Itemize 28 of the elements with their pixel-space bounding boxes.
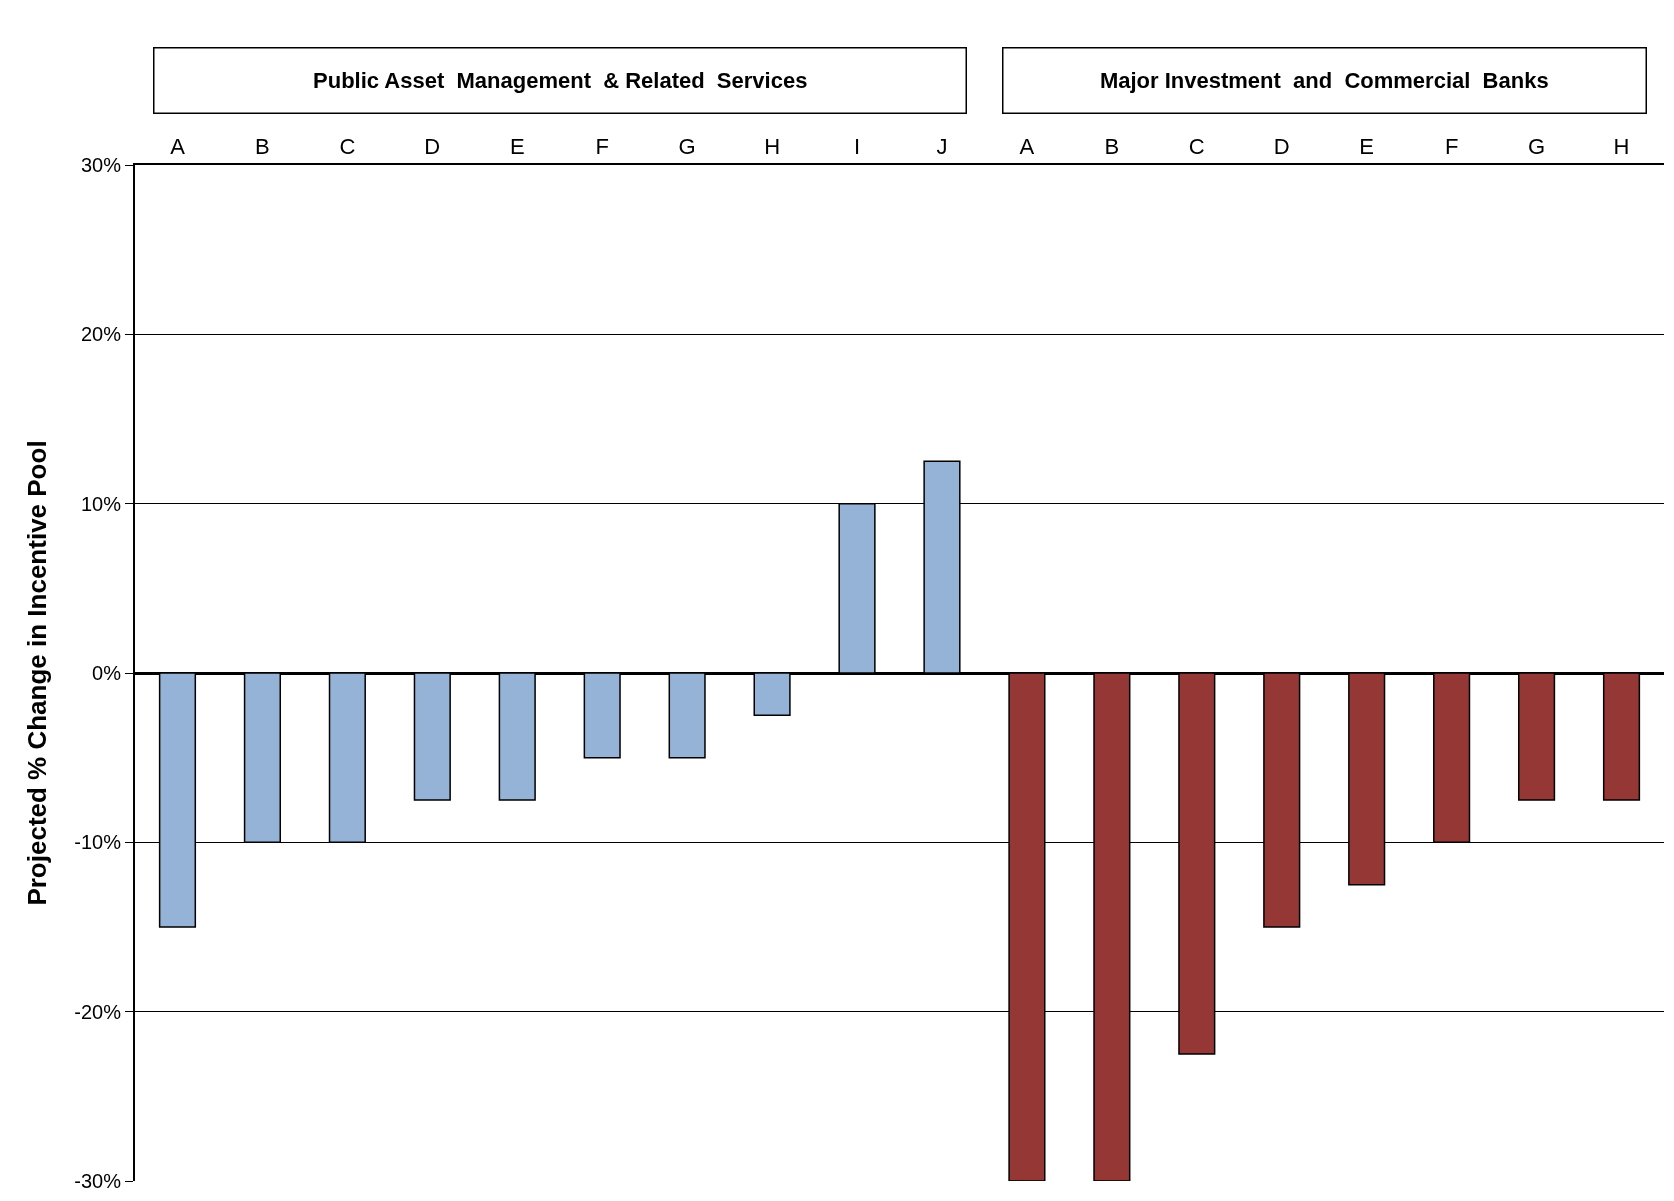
x-tick-label: H	[1613, 134, 1630, 160]
x-tick-label: I	[853, 134, 861, 160]
x-tick-label: H	[764, 134, 781, 160]
x-tick-label: B	[1104, 134, 1120, 160]
x-tick-label: E	[1359, 134, 1375, 160]
x-tick-label: A	[1019, 134, 1035, 160]
y-tick-label: -10%	[74, 831, 122, 854]
y-tick-label: 0%	[92, 662, 122, 684]
x-tick-label: D	[1273, 134, 1290, 160]
y-axis-title: Projected % Change in Incentive Pool	[22, 440, 53, 906]
x-tick-label: B	[255, 134, 270, 160]
y-tick-label: -20%	[74, 1000, 122, 1023]
x-tick-label: J	[936, 134, 948, 160]
x-tick-label: C	[339, 134, 356, 160]
x-tick-label: G	[678, 134, 696, 160]
text: Public Asset Management & Related Services	[313, 68, 808, 93]
x-tick-label: D	[424, 134, 441, 160]
y-tick-label: 10%	[80, 492, 122, 515]
x-tick-label: C	[1188, 134, 1205, 160]
y-tick-label: 20%	[80, 323, 122, 346]
x-tick-label: G	[1528, 134, 1546, 160]
y-tick-label: -30%	[74, 1170, 122, 1192]
x-tick-label: A	[170, 134, 186, 160]
x-tick-label: F	[595, 134, 609, 160]
y-tick-label: 30%	[80, 154, 122, 176]
x-tick-label: F	[1444, 134, 1459, 160]
text: Major Investment and Commercial Banks	[1099, 68, 1549, 93]
x-tick-label: E	[509, 134, 525, 160]
